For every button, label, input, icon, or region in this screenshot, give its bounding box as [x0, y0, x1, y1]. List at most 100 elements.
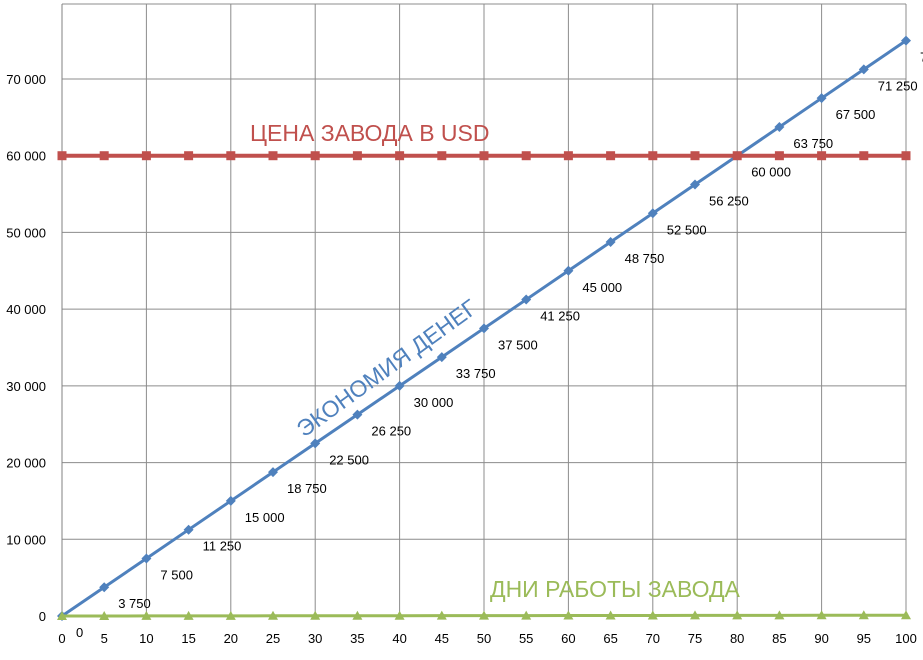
x-tick-label: 70 — [646, 631, 660, 646]
data-point-diamond — [436, 352, 447, 363]
data-point-square — [57, 151, 67, 161]
data-label: 67 500 — [836, 107, 876, 122]
data-label: 63 750 — [793, 136, 833, 151]
y-tick-label: 50 000 — [6, 225, 46, 240]
data-point-square — [479, 151, 489, 161]
data-point-square — [352, 151, 362, 161]
data-point-square — [690, 151, 700, 161]
data-point-square — [606, 151, 616, 161]
x-tick-label: 50 — [477, 631, 491, 646]
data-point-triangle — [521, 610, 532, 620]
data-point-square — [732, 151, 742, 161]
data-point-square — [226, 151, 236, 161]
data-label: 52 500 — [667, 222, 707, 237]
data-point-triangle — [563, 610, 574, 620]
data-point-triangle — [352, 610, 363, 620]
data-label: 37 500 — [498, 337, 538, 352]
data-label: 15 000 — [245, 510, 285, 525]
data-point-diamond — [816, 93, 827, 104]
x-tick-label: 80 — [730, 631, 744, 646]
x-tick-label: 5 — [101, 631, 108, 646]
data-point-square — [310, 151, 320, 161]
data-point-triangle — [858, 610, 869, 620]
data-label: 33 750 — [456, 366, 496, 381]
x-tick-label: 95 — [857, 631, 871, 646]
data-point-square — [99, 151, 109, 161]
data-label: 41 250 — [540, 309, 580, 324]
data-label: 48 750 — [625, 251, 665, 266]
y-tick-label: 40 000 — [6, 302, 46, 317]
y-tick-label: 70 000 — [6, 72, 46, 87]
data-point-square — [901, 151, 911, 161]
y-tick-label: 10 000 — [6, 532, 46, 547]
data-label: 7 500 — [160, 567, 193, 582]
data-point-triangle — [225, 610, 236, 620]
x-tick-label: 25 — [266, 631, 280, 646]
series-title-days: ДНИ РАБОТЫ ЗАВОДА — [490, 576, 741, 602]
data-label: 18 750 — [287, 481, 327, 496]
data-point-triangle — [57, 611, 67, 620]
y-tick-label: 20 000 — [6, 456, 46, 471]
data-point-triangle — [310, 610, 321, 620]
x-tick-label: 30 — [308, 631, 322, 646]
y-tick-label: 0 — [39, 609, 46, 624]
data-point-triangle — [605, 610, 616, 620]
data-label: 71 250 — [878, 78, 918, 93]
data-label: 22 500 — [329, 452, 369, 467]
data-point-triangle — [901, 610, 911, 620]
data-point-triangle — [816, 610, 827, 620]
series-title-price: ЦЕНА ЗАВОДА В USD — [250, 120, 490, 146]
data-point-square — [774, 151, 784, 161]
data-label: 30 000 — [414, 395, 454, 410]
x-tick-label: 100 — [895, 631, 917, 646]
x-tick-label: 55 — [519, 631, 533, 646]
y-tick-label: 30 000 — [6, 379, 46, 394]
x-tick-label: 60 — [561, 631, 575, 646]
data-point-triangle — [268, 610, 278, 620]
data-point-triangle — [141, 610, 152, 620]
x-tick-label: 10 — [139, 631, 153, 646]
data-point-diamond — [394, 380, 405, 391]
data-label: 26 250 — [371, 424, 411, 439]
x-tick-label: 90 — [814, 631, 828, 646]
data-point-diamond — [901, 35, 911, 46]
x-tick-label: 15 — [181, 631, 195, 646]
data-point-triangle — [647, 610, 658, 620]
data-point-diamond — [647, 208, 658, 219]
data-point-square — [268, 151, 278, 161]
data-point-diamond — [268, 467, 278, 478]
y-tick-label: 60 000 — [6, 149, 46, 164]
data-point-square — [141, 151, 151, 161]
x-tick-label: 75 — [688, 631, 702, 646]
data-label: 3 750 — [118, 596, 151, 611]
data-label: 11 250 — [203, 539, 242, 554]
data-point-diamond — [99, 582, 110, 593]
data-point-square — [859, 151, 869, 161]
data-point-diamond — [225, 495, 236, 506]
data-point-triangle — [774, 610, 785, 620]
data-point-square — [648, 151, 658, 161]
data-point-triangle — [690, 610, 700, 620]
data-point-square — [817, 151, 827, 161]
series-layer — [57, 35, 911, 621]
data-point-diamond — [858, 64, 869, 75]
grid — [61, 3, 907, 617]
data-label: 56 250 — [709, 193, 749, 208]
data-point-diamond — [141, 553, 152, 564]
data-point-diamond — [690, 179, 700, 190]
data-point-triangle — [99, 610, 110, 620]
x-tick-label: 85 — [772, 631, 786, 646]
data-point-triangle — [436, 610, 447, 620]
data-point-triangle — [394, 610, 405, 620]
data-point-diamond — [479, 323, 489, 334]
data-point-square — [437, 151, 447, 161]
data-point-triangle — [732, 610, 743, 620]
data-label: 0 — [76, 625, 83, 640]
data-point-square — [563, 151, 573, 161]
data-point-diamond — [521, 294, 532, 305]
data-label: 75 000 — [920, 50, 923, 65]
data-point-diamond — [352, 409, 363, 420]
data-point-diamond — [605, 237, 616, 248]
